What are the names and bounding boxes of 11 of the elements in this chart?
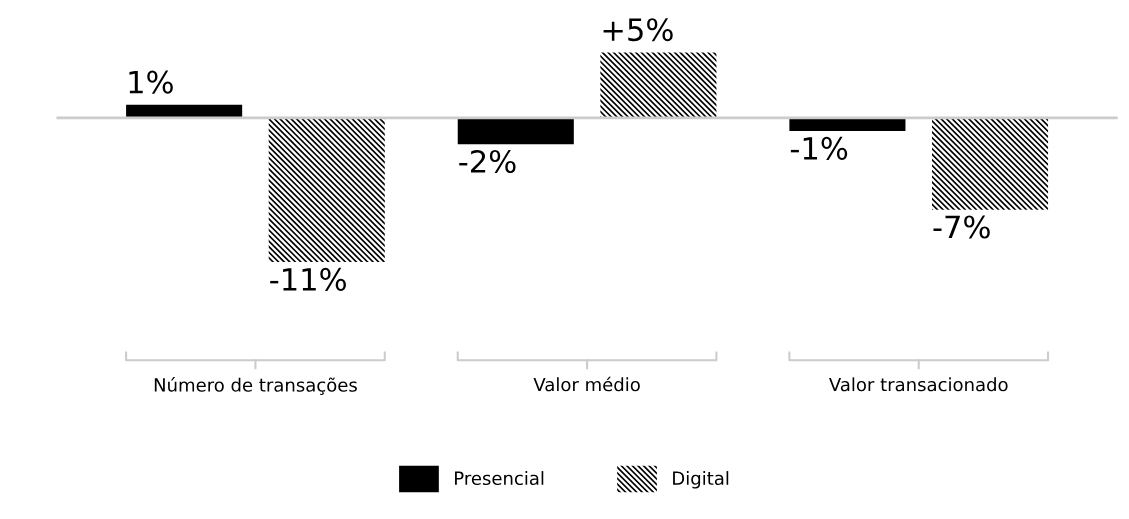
data-label: +5% [603,18,673,42]
legend-label: Digital [673,471,729,489]
x-tick-label: Valor médio [533,376,640,392]
x-tick-label: Valor transacionado [829,377,1008,392]
x-tick-label: Número de transações [154,377,357,395]
data-label: -11% [270,267,346,291]
data-label: -1% [790,136,848,160]
data-label: -2% [459,149,516,174]
legend-label: Presencial [455,471,544,486]
data-label: -7% [933,215,990,239]
data-label: 1% [129,70,173,94]
